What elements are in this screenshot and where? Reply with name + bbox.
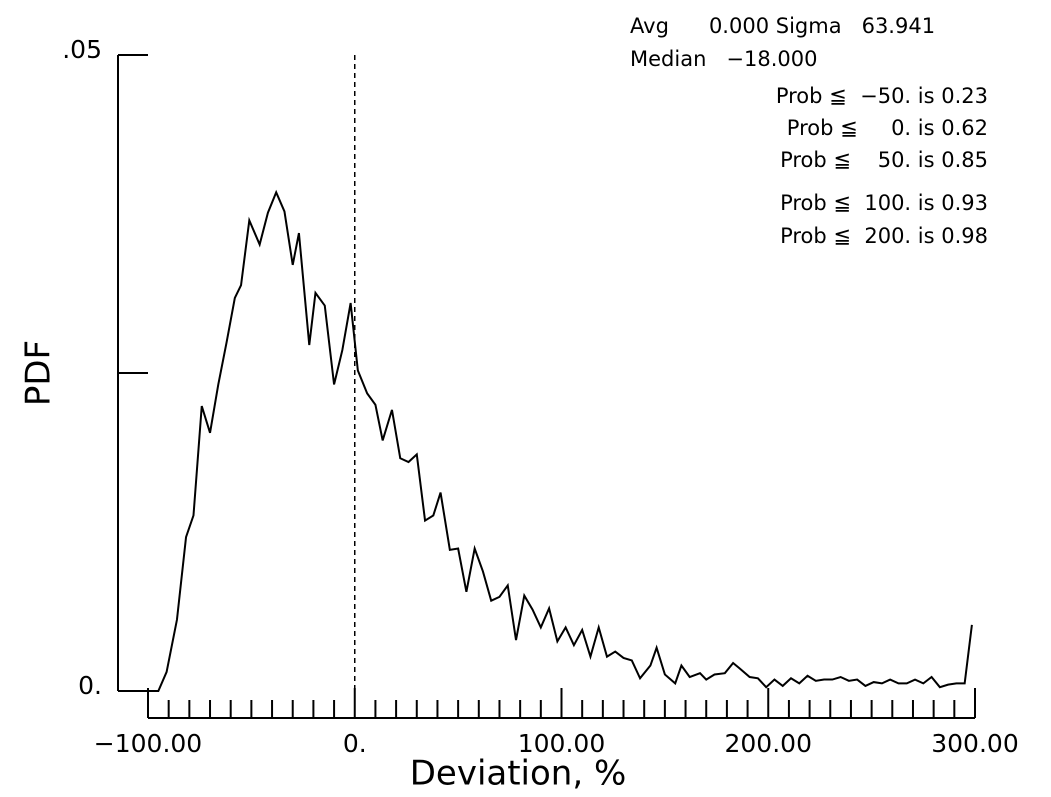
stats-line: Avg 0.000 Sigma 63.941 — [630, 14, 935, 38]
prob-line: Prob ≦ 50. is 0.85 — [780, 148, 988, 172]
y-tick-label: .05 — [62, 35, 102, 64]
prob-line: Prob ≦ 200. is 0.98 — [780, 224, 988, 248]
prob-line: Prob ≦ 0. is 0.62 — [787, 116, 988, 140]
prob-line: Prob ≦ −50. is 0.23 — [776, 84, 988, 108]
y-tick-label: 0. — [78, 671, 102, 700]
pdf-line — [118, 189, 973, 692]
x-tick-label: 300.00 — [931, 729, 1018, 758]
prob-line: Prob ≦ 100. is 0.93 — [780, 191, 988, 215]
x-axis-label: Deviation, % — [410, 754, 627, 794]
x-tick-label: 100.00 — [518, 729, 605, 758]
stats-line: Median −18.000 — [630, 47, 817, 71]
x-tick-label: 0. — [343, 729, 367, 758]
x-tick-label: 200.00 — [725, 729, 812, 758]
y-axis-label: PDF — [19, 340, 59, 406]
x-tick-label: −100.00 — [94, 729, 202, 758]
